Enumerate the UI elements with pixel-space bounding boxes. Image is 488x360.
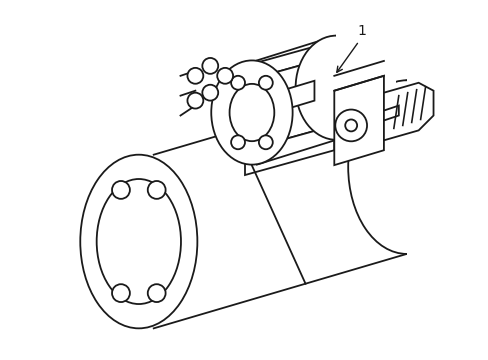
Circle shape (202, 85, 218, 100)
Polygon shape (244, 125, 334, 175)
Polygon shape (334, 76, 383, 165)
Bar (336, 33, 395, 142)
Polygon shape (383, 83, 433, 140)
Circle shape (147, 284, 165, 302)
Circle shape (335, 109, 366, 141)
Circle shape (147, 181, 165, 199)
Circle shape (217, 68, 233, 84)
Bar (406, 78, 475, 256)
Circle shape (345, 120, 356, 131)
Ellipse shape (97, 179, 181, 304)
Ellipse shape (80, 155, 197, 328)
Ellipse shape (229, 84, 274, 141)
Ellipse shape (295, 36, 376, 140)
Circle shape (187, 93, 203, 109)
Circle shape (258, 76, 272, 90)
Ellipse shape (347, 80, 464, 254)
Circle shape (187, 68, 203, 84)
Polygon shape (264, 81, 314, 116)
Circle shape (202, 58, 218, 74)
Polygon shape (244, 56, 334, 150)
Circle shape (258, 135, 272, 149)
Circle shape (231, 135, 244, 149)
Polygon shape (244, 41, 334, 81)
Text: 1: 1 (357, 24, 366, 38)
Polygon shape (383, 105, 398, 121)
Ellipse shape (211, 60, 292, 165)
Circle shape (231, 76, 244, 90)
Circle shape (112, 284, 130, 302)
Circle shape (112, 181, 130, 199)
